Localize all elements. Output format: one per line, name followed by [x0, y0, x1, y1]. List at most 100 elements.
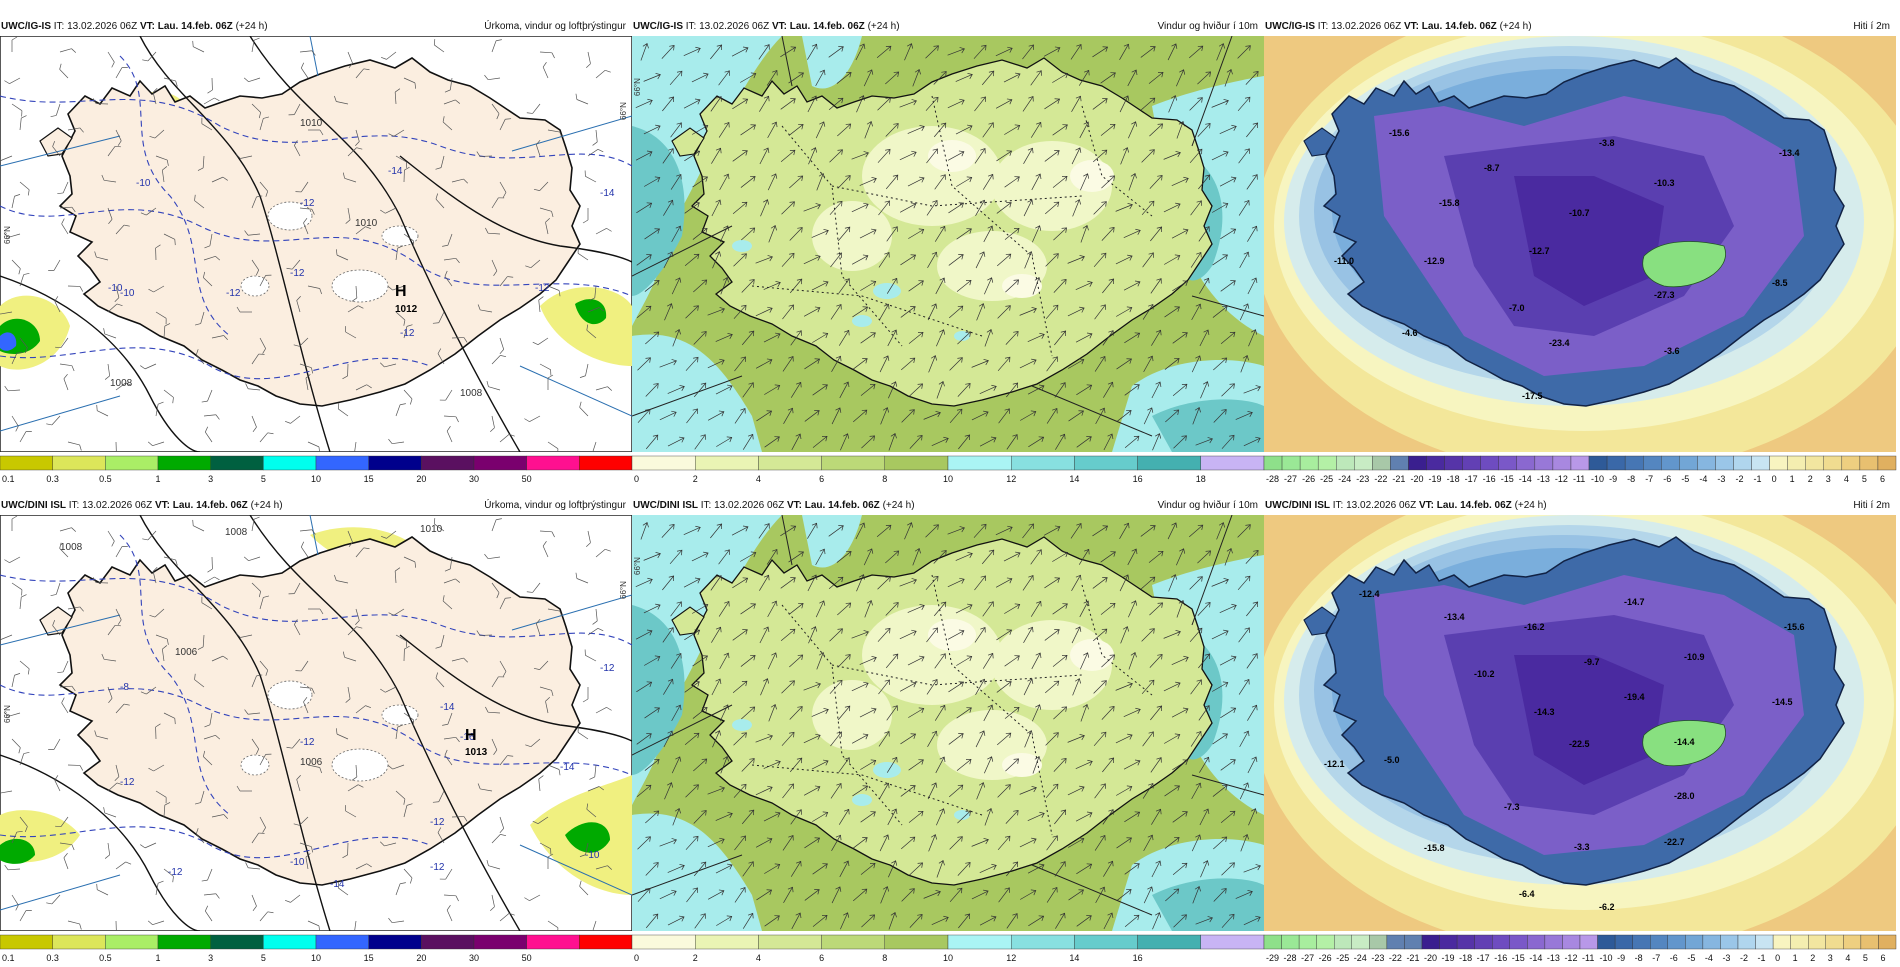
map-label: -12 — [430, 862, 445, 873]
colorbar-swatch — [1843, 935, 1861, 949]
colorbar-tick-label: 1 — [155, 953, 160, 963]
colorbar-tick-label: 3 — [1828, 953, 1833, 963]
it-value: 13.02.2026 06Z — [1331, 21, 1401, 32]
map-label: 1008 — [110, 378, 133, 389]
colorbar-tick-label: 6 — [819, 474, 824, 484]
colorbar-tick-label: -1 — [1758, 953, 1766, 963]
colorbar-swatch — [1661, 456, 1679, 470]
colorbar-swatch — [1201, 935, 1264, 949]
colorbar-swatch — [0, 456, 53, 470]
temp-map: -15.6-3.8-13.4-8.7-10.3-15.8-10.7-12.7-1… — [1264, 36, 1896, 452]
colorbar-tick-label: -9 — [1609, 474, 1617, 484]
colorbar-tick-label: 18 — [1196, 474, 1206, 484]
colorbar-tick-label: -13 — [1537, 474, 1550, 484]
colorbar-tick-label: 20 — [416, 474, 426, 484]
latitude-label: 66°N — [3, 226, 12, 244]
temp-value-label: -15.6 — [1784, 622, 1805, 632]
map-label: 1008 — [460, 388, 483, 399]
panel-ig-wind: UWC/IG-IS IT: 13.02.2026 06Z VT: Lau. 14… — [632, 18, 1264, 488]
colorbar-swatch — [1138, 456, 1201, 470]
vt-label: VT: — [1404, 21, 1419, 32]
colorbar-swatch — [1264, 935, 1282, 949]
panel-header: UWC/DINI ISL IT: 13.02.2026 06Z VT: Lau.… — [1264, 497, 1896, 515]
colorbar-tick-label: 5 — [261, 474, 266, 484]
colorbar-tick-label: 5 — [1863, 953, 1868, 963]
model-name: UWC/DINI ISL — [633, 500, 698, 511]
colorbar-tick-label: -8 — [1635, 953, 1643, 963]
map-label: -14 — [560, 762, 575, 773]
colorbar-tick-label: -5 — [1681, 474, 1689, 484]
colorbar-swatch — [1685, 935, 1703, 949]
colorbar-swatch — [1282, 456, 1300, 470]
it-value: 13.02.2026 06Z — [714, 500, 784, 511]
colorbar-tick-label: 1 — [155, 474, 160, 484]
vt-label: VT: — [155, 500, 170, 511]
it-label: IT: — [54, 21, 65, 32]
model-name: UWC/IG-IS — [1265, 21, 1315, 32]
map-label: -12 — [120, 777, 135, 788]
colorbar-tick-label: -18 — [1447, 474, 1460, 484]
colorbar-tick-label: 10 — [943, 474, 953, 484]
colorbar-tick-label: -9 — [1617, 953, 1625, 963]
colorbar-tick-label: 10 — [311, 474, 321, 484]
temp-value-label: -14.4 — [1674, 737, 1695, 747]
map-label: H — [395, 283, 407, 300]
temp-value-label: -22.5 — [1569, 739, 1590, 749]
colorbar-swatch — [948, 456, 1011, 470]
colorbar-tick-label: -13 — [1547, 953, 1560, 963]
colorbar-tick-label: -22 — [1389, 953, 1402, 963]
colorbar-tick-label: 6 — [819, 953, 824, 963]
colorbar-tick-label: 15 — [364, 474, 374, 484]
colorbar-tick-label: 15 — [364, 953, 374, 963]
map-label: -14 — [330, 879, 345, 890]
colorbar-svg: -29-28-27-26-25-24-23-22-21-20-19-18-17-… — [1264, 931, 1896, 965]
colorbar-swatch — [1422, 935, 1440, 949]
colorbar-tick-label: 2 — [1810, 953, 1815, 963]
temp-value-label: -15.6 — [1389, 128, 1410, 138]
precip-map-svg: 10101008100810061006-16-14-12-12-12-14-1… — [0, 515, 632, 931]
colorbar-tick-label: -19 — [1442, 953, 1455, 963]
colorbar-tick-label: 1 — [1793, 953, 1798, 963]
vt-label: VT: — [1419, 500, 1434, 511]
colorbar-swatch — [1138, 935, 1201, 949]
offset: (+24 h) — [883, 500, 915, 511]
colorbar-swatch — [474, 456, 527, 470]
colorbar-tick-label: 12 — [1006, 474, 1016, 484]
colorbar-swatch — [1336, 456, 1354, 470]
model-name: UWC/DINI ISL — [1265, 500, 1330, 511]
colorbar-swatch — [1387, 935, 1405, 949]
map-label: -10 — [136, 178, 151, 189]
map-label: 1010 — [420, 524, 443, 535]
map-label: -12 — [290, 268, 305, 279]
temp-value-label: -13.4 — [1779, 148, 1800, 158]
colorbar-swatch — [1826, 935, 1844, 949]
colorbar-tick-label: -26 — [1302, 474, 1315, 484]
temp-value-label: -13.4 — [1444, 612, 1465, 622]
colorbar-tick-label: 20 — [416, 953, 426, 963]
colorbar-swatch — [1535, 456, 1553, 470]
colorbar-tick-label: -24 — [1354, 953, 1367, 963]
colorbar-tick-label: 50 — [522, 953, 532, 963]
colorbar-swatch — [1756, 935, 1774, 949]
map-label: -12 — [168, 867, 183, 878]
colorbar-tick-label: 2 — [1808, 474, 1813, 484]
colorbar-tick-label: 2 — [693, 474, 698, 484]
temp-value-label: -3.6 — [1664, 346, 1680, 356]
colorbar-swatch — [158, 935, 211, 949]
colorbar-tick-label: 5 — [1862, 474, 1867, 484]
colorbar-tick-label: -18 — [1459, 953, 1472, 963]
vt-value: Lau. 14.feb. 06Z — [805, 500, 880, 511]
colorbar-swatch — [579, 456, 632, 470]
panel-title: Vindur og hviður í 10m — [1158, 18, 1258, 36]
colorbar-swatch — [105, 456, 158, 470]
colorbar-tick-label: -22 — [1374, 474, 1387, 484]
temp-value-label: -4.6 — [1402, 328, 1418, 338]
temp-value-label: -11.0 — [1334, 256, 1354, 266]
wind-map: 66°N — [632, 36, 1264, 452]
colorbar-swatch — [263, 456, 316, 470]
colorbar-swatch — [1861, 935, 1879, 949]
